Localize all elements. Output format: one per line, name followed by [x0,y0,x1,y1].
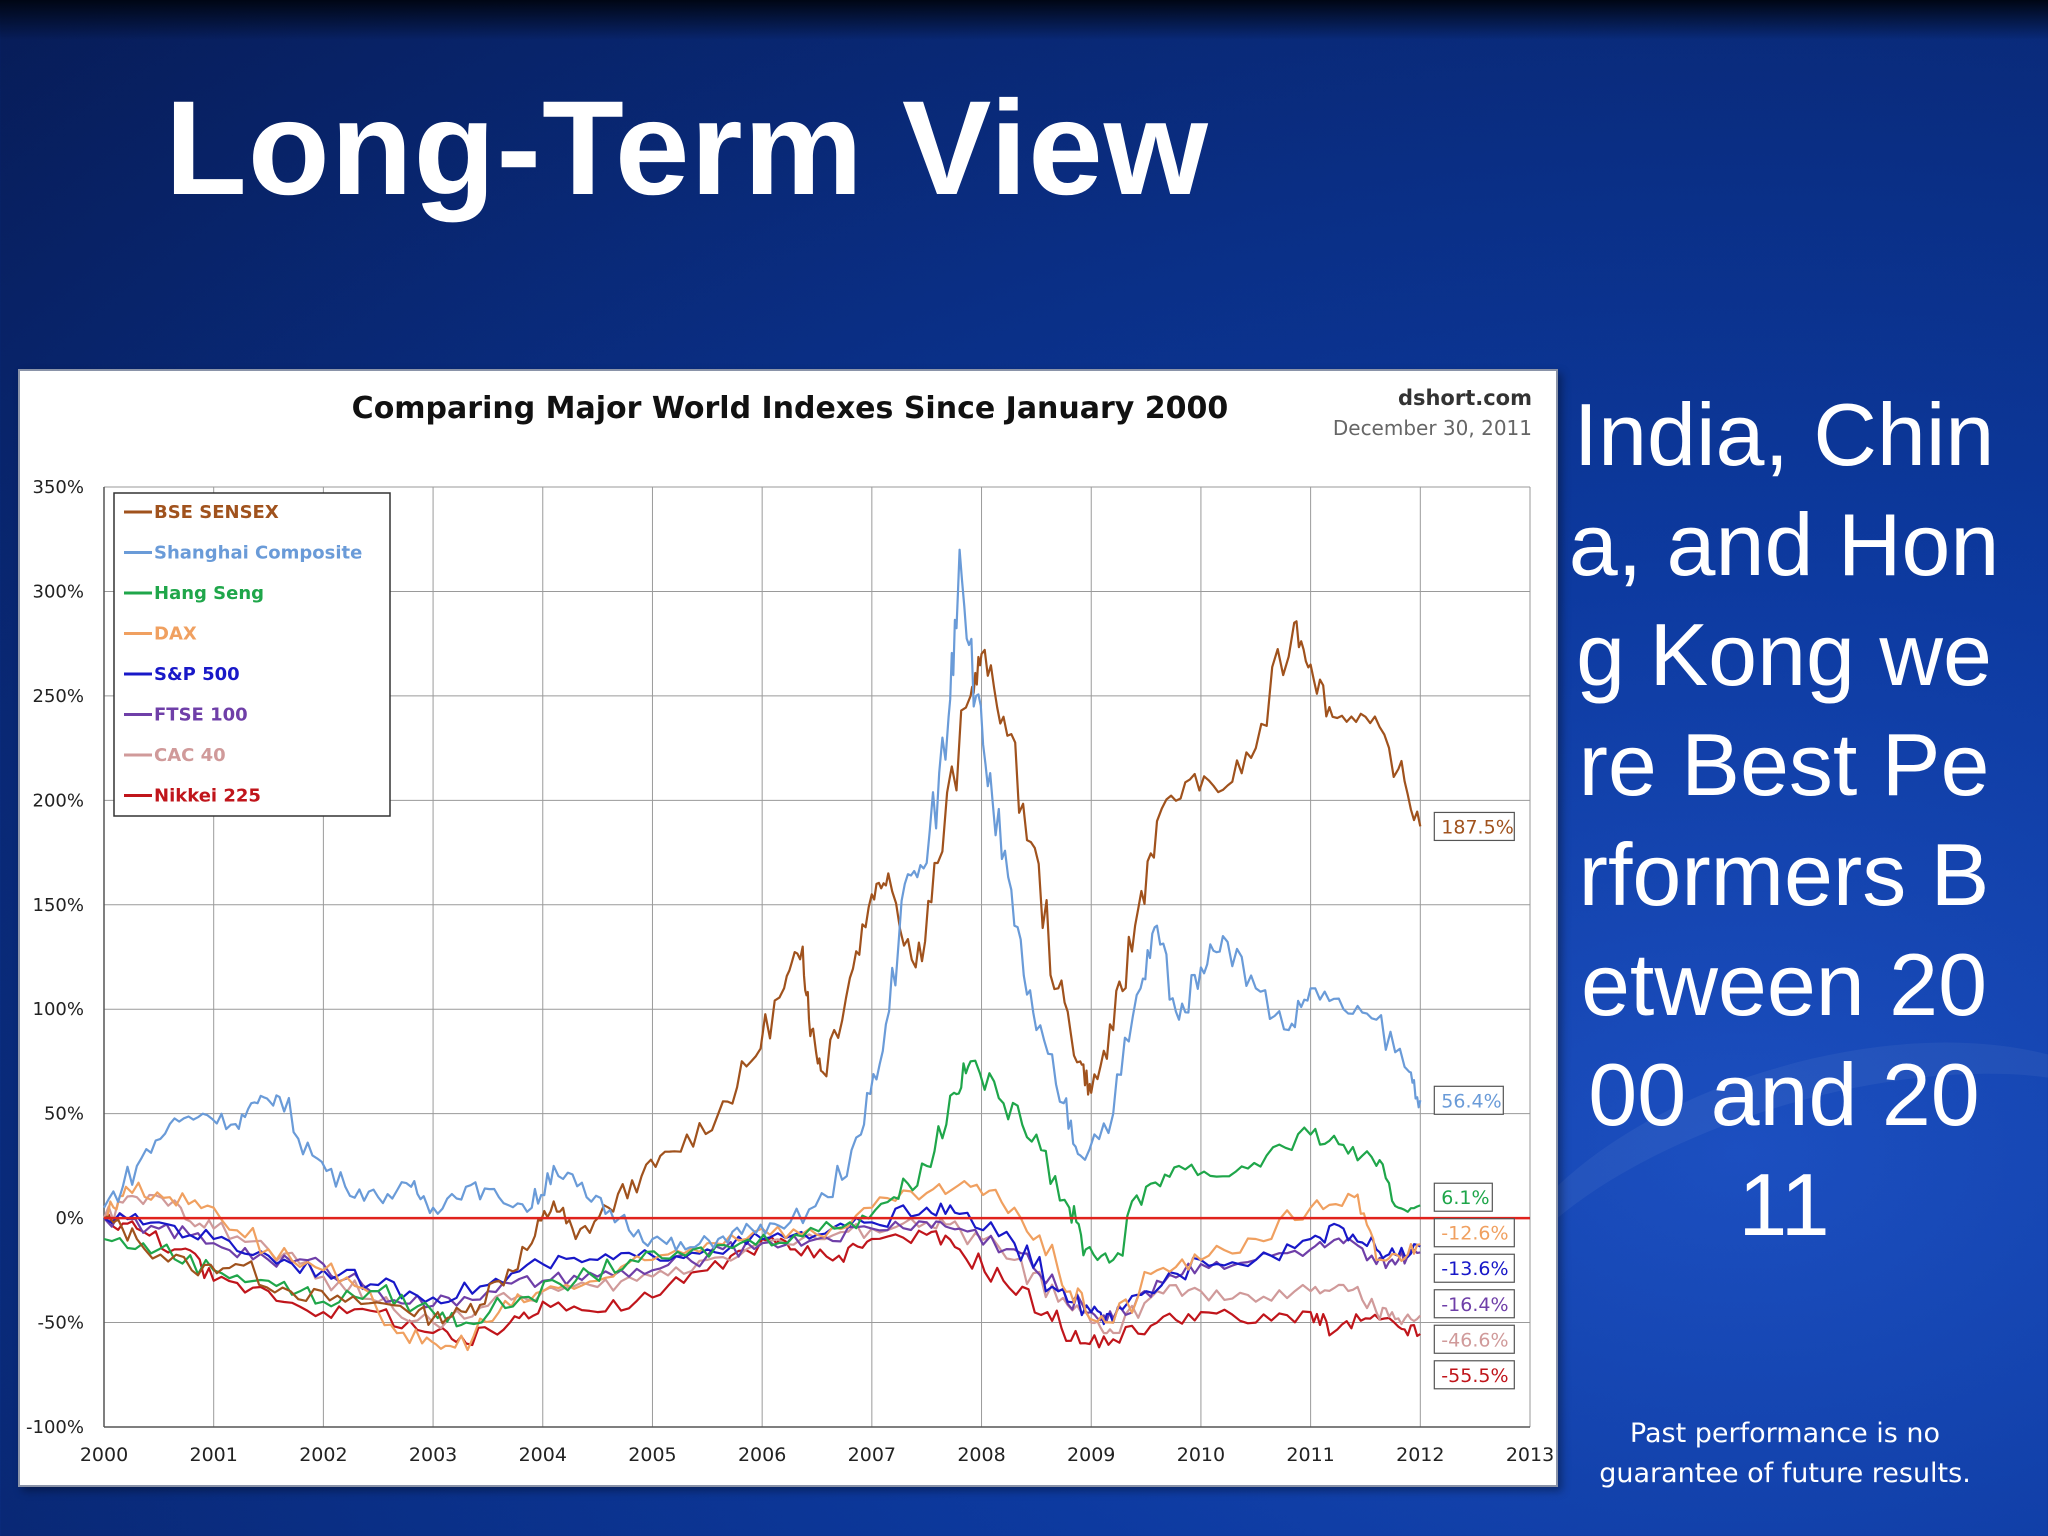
x-tick-label: 2011 [1286,1444,1334,1466]
slide-title: Long-Term View [165,74,1209,223]
disclaimer: Past performance is no guarantee of futu… [1599,1418,1971,1489]
end-label-text: -13.6% [1441,1258,1508,1280]
legend-entry: FTSE 100 [154,705,248,726]
x-tick-label: 2002 [299,1444,347,1466]
end-label-box [1433,1324,1515,1354]
legend-entry: BSE SENSEX [154,502,279,523]
x-tick-label: 2000 [80,1444,128,1466]
y-tick-label: 200% [33,790,84,811]
end-label-text: 56.4% [1441,1090,1501,1112]
legend-entry: Shanghai Composite [154,543,362,564]
x-tick-label: 2005 [628,1444,676,1466]
y-tick-label: 150% [33,895,84,916]
end-label-box [1433,1182,1493,1212]
y-tick-label: 0% [55,1208,84,1229]
y-tick-label: 100% [33,999,84,1020]
end-label-text: 6.1% [1441,1187,1489,1209]
x-tick-label: 2001 [190,1444,238,1466]
legend-entry: S&P 500 [154,664,240,685]
y-tick-label: 250% [33,686,84,707]
y-tick-label: -100% [26,1417,84,1438]
end-label-box [1433,811,1515,842]
series-line-shanghai-composite [103,548,1422,1252]
chart-panel: 2000 2001 2002 2003 2004 2005 2006 2007 2008 2009… [18,369,1558,1487]
end-label-box [1433,1085,1504,1115]
x-tick-label: 2009 [1067,1444,1115,1466]
legend-entry: Nikkei 225 [154,786,261,807]
x-tick-label: 2004 [519,1444,567,1466]
series-line-hang-seng [103,1059,1421,1328]
chart-date: December 30, 2011 [1333,416,1532,440]
x-tick-label: 2013 [1506,1444,1554,1466]
x-tick-label: 2007 [848,1444,896,1466]
x-tick-label: 2012 [1396,1444,1444,1466]
x-tick-label: 2006 [738,1444,786,1466]
series-line-s-p-500 [103,1202,1421,1326]
end-label: -13.6% [1433,1253,1515,1283]
end-label-text: -16.4% [1441,1294,1508,1316]
world-indexes-line-chart: 2000 2001 2002 2003 2004 2005 2006 2007 2008 2009… [26,386,1554,1466]
end-label: 187.5% [1433,811,1515,842]
end-label-box [1433,1289,1515,1319]
chart-title: Comparing Major World Indexes Since Janu… [352,391,1229,426]
end-label-text: -46.6% [1441,1329,1508,1351]
series-line-nikkei-225 [103,1213,1421,1349]
legend-entry: DAX [154,624,197,645]
legend-entry: Hang Seng [154,583,264,604]
y-tick-label: 350% [33,477,84,498]
chart-source: dshort.com [1398,386,1532,410]
x-tick-label: 2010 [1177,1444,1225,1466]
end-label: -46.6% [1433,1324,1515,1354]
end-label: -12.6% [1433,1218,1515,1248]
end-label: 6.1% [1433,1182,1493,1212]
end-label-box [1433,1218,1515,1248]
end-label: -16.4% [1433,1289,1515,1319]
series-line-bse-sensex [103,620,1422,1326]
series-line-dax [103,1180,1421,1352]
end-label: -55.5% [1433,1360,1515,1390]
top-gradient-band [0,0,2048,40]
end-label: 56.4% [1433,1085,1504,1115]
end-label-text: 187.5% [1441,816,1513,838]
legend-entry: CAC 40 [154,745,226,766]
y-tick-label: 300% [33,581,84,602]
legend-box [113,492,391,817]
x-tick-label: 2003 [409,1444,457,1466]
end-label-box [1433,1360,1515,1390]
end-label-text: -55.5% [1441,1365,1508,1387]
y-tick-label: -50% [37,1313,84,1334]
y-tick-label: 50% [44,1104,84,1125]
end-label-box [1433,1253,1515,1283]
x-tick-label: 2008 [957,1444,1005,1466]
end-label-text: -12.6% [1441,1223,1508,1245]
side-caption: India, China, and Hong Kong were Best Pe… [1568,385,2000,1254]
